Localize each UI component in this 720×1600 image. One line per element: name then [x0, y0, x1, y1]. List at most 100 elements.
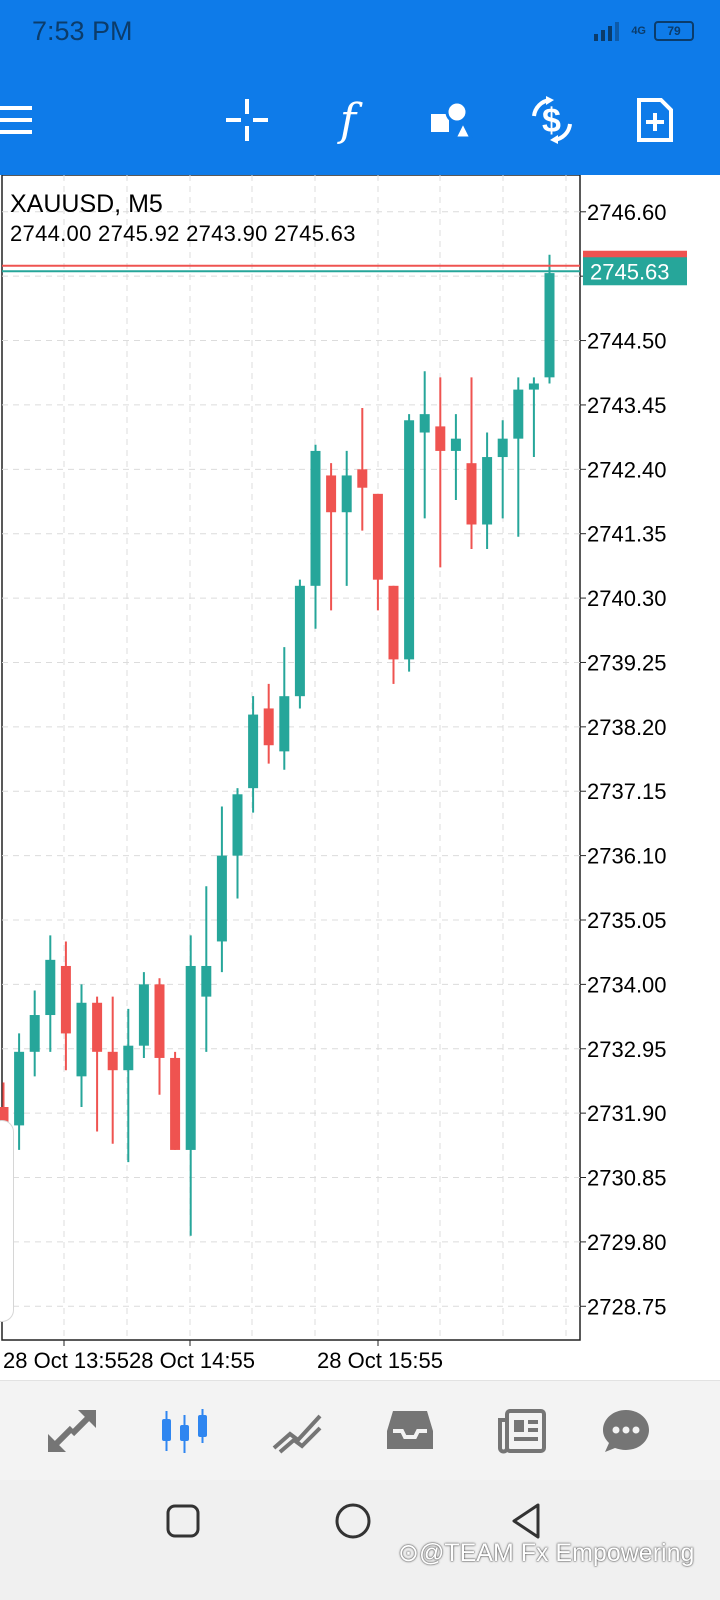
- candle-bullish: [14, 1051, 25, 1126]
- candle-bullish: [232, 794, 243, 856]
- candle-bullish: [138, 984, 149, 1046]
- messages-tab[interactable]: [596, 1401, 656, 1461]
- trade-button[interactable]: $: [522, 90, 582, 150]
- candle-bearish: [107, 1051, 118, 1071]
- price-tick-label: 2743.45: [587, 393, 667, 418]
- quotes-tab[interactable]: [42, 1401, 102, 1461]
- candle-bullish: [513, 389, 524, 439]
- price-tick-label: 2734.00: [587, 972, 667, 997]
- candle-bearish: [0, 1107, 9, 1126]
- price-tick-label: 2730.85: [587, 1166, 667, 1191]
- price-tick-label: 2739.25: [587, 650, 667, 675]
- indicators-button[interactable]: f: [318, 90, 378, 150]
- candle-bullish: [248, 714, 259, 789]
- new-order-icon: [637, 98, 673, 142]
- candle-bullish: [341, 475, 352, 513]
- home-icon[interactable]: [334, 1502, 372, 1540]
- top-app-bar: 7:53 PM 4G 79 f: [0, 0, 720, 175]
- objects-button[interactable]: [421, 90, 481, 150]
- history-tab-icon: [387, 1411, 433, 1449]
- recent-apps-icon[interactable]: [166, 1504, 200, 1538]
- candle-bullish: [419, 414, 430, 433]
- battery-icon: 79: [654, 21, 694, 41]
- candle-bullish: [185, 965, 196, 1150]
- candle-bearish: [170, 1057, 181, 1150]
- menu-button[interactable]: [0, 90, 42, 150]
- chart-area[interactable]: 2746.602745.552744.502743.452742.402741.…: [0, 175, 720, 1380]
- price-tick-label: 2740.30: [587, 586, 667, 611]
- candle-bearish: [466, 463, 477, 525]
- crosshair-icon: [226, 99, 268, 141]
- candle-bullish: [123, 1045, 134, 1071]
- candle-bullish: [310, 450, 321, 586]
- chart-symbol-label: XAUUSD, M5: [10, 190, 163, 218]
- back-icon[interactable]: [508, 1502, 544, 1540]
- chart-tab[interactable]: [155, 1401, 215, 1461]
- candle-bearish: [326, 475, 337, 513]
- indicators-icon: f: [339, 94, 357, 146]
- network-type-label: 4G: [631, 25, 646, 37]
- candle-bearish: [263, 708, 274, 746]
- quotes-tab-icon: [48, 1410, 96, 1452]
- price-tick-label: 2738.20: [587, 715, 667, 740]
- status-time: 7:53 PM: [32, 16, 133, 46]
- candle-bearish: [435, 426, 446, 451]
- news-tab[interactable]: [492, 1401, 552, 1461]
- price-tick-label: 2736.10: [587, 844, 667, 869]
- crosshair-button[interactable]: [217, 90, 277, 150]
- candle-bearish: [388, 585, 399, 660]
- time-tick-label: 28 Oct 15:55: [317, 1348, 443, 1373]
- system-navigation-bar: [0, 1480, 720, 1600]
- candle-bullish: [29, 1015, 40, 1052]
- candlestick-chart[interactable]: 2746.602745.552744.502743.452742.402741.…: [0, 175, 720, 1380]
- price-tick-label: 2735.05: [587, 908, 667, 933]
- price-tick-label: 2742.40: [587, 457, 667, 482]
- watermark-text: ⊙@TEAM Fx Empowering: [398, 1539, 695, 1567]
- trade-tab-icon: [272, 1414, 322, 1454]
- candle-bullish: [482, 457, 493, 525]
- trade-icon: $: [532, 96, 572, 144]
- bid-price-box: [583, 257, 687, 286]
- status-icons: 4G 79: [593, 20, 694, 42]
- chart-tab-icon: [162, 1409, 207, 1453]
- signal-icon: [594, 22, 620, 41]
- candle-bullish: [404, 420, 415, 660]
- candle-bearish: [92, 1002, 103, 1052]
- price-tick-label: 2741.35: [587, 522, 667, 547]
- candle-bullish: [279, 696, 290, 752]
- price-tick-label: 2728.75: [587, 1294, 667, 1319]
- history-tab[interactable]: [380, 1401, 440, 1461]
- chart-toolbar: f $: [0, 90, 720, 150]
- menu-icon: [0, 106, 32, 134]
- side-panel-handle[interactable]: [0, 1120, 14, 1322]
- news-tab-icon: [498, 1409, 546, 1454]
- new-order-button[interactable]: [625, 90, 685, 150]
- candle-bullish: [76, 1002, 87, 1077]
- price-tick-label: 2731.90: [587, 1101, 667, 1126]
- price-tick-label: 2732.95: [587, 1037, 667, 1062]
- objects-icon: [431, 100, 473, 140]
- time-tick-label: 28 Oct 13:55: [3, 1348, 129, 1373]
- chart-ohlc-label: 2744.00 2745.92 2743.90 2745.63: [10, 221, 356, 246]
- candle-bullish: [45, 959, 56, 1016]
- candle-bearish: [357, 469, 368, 488]
- candle-bullish: [544, 273, 555, 378]
- price-tick-label: 2729.80: [587, 1230, 667, 1255]
- price-tick-label: 2746.60: [587, 200, 667, 225]
- trade-tab[interactable]: [268, 1401, 328, 1461]
- time-tick-label: 28 Oct 14:55: [129, 1348, 255, 1373]
- candle-bullish: [294, 585, 305, 697]
- messages-tab-icon: [603, 1410, 649, 1452]
- bottom-navigation: [0, 1380, 720, 1481]
- candle-bullish: [528, 383, 539, 390]
- bid-price-label: 2745.63: [590, 259, 670, 284]
- candle-bullish: [497, 438, 508, 458]
- candle-bullish: [216, 855, 227, 942]
- candle-bullish: [201, 965, 212, 997]
- price-tick-label: 2737.15: [587, 779, 667, 804]
- svg-text:$: $: [542, 102, 561, 140]
- price-tick-label: 2744.50: [587, 329, 667, 354]
- plot-frame: [1, 175, 581, 1341]
- candle-bearish: [60, 965, 71, 1034]
- candle-bearish: [372, 493, 383, 580]
